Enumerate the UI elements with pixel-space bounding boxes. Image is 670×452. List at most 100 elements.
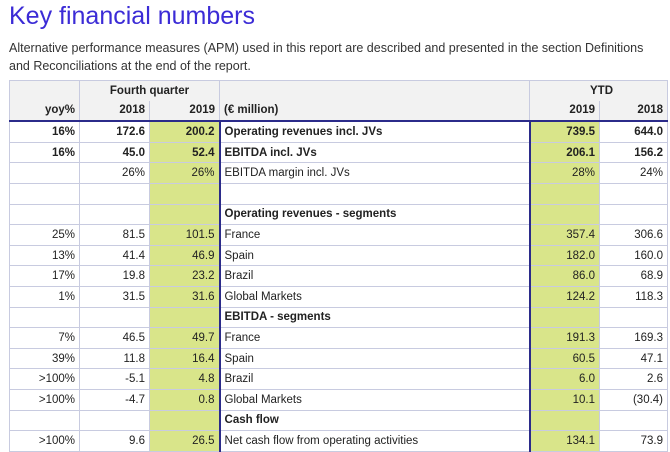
cell-q2018: 26%: [79, 162, 150, 184]
cell-yoy: 13%: [9, 244, 80, 267]
cell-yoy: >100%: [9, 368, 80, 390]
cell-label: EBITDA incl. JVs: [218, 141, 531, 164]
cell-ytd2018: 68.9: [599, 265, 669, 287]
cell-label: France: [218, 327, 531, 349]
cell-q2018: [79, 182, 150, 205]
cell-q2018: 31.5: [79, 285, 150, 308]
cell-q2019: 4.8: [148, 368, 221, 390]
cell-q2019: 46.9: [148, 244, 221, 267]
page-title: Key financial numbers: [9, 2, 255, 30]
cell-q2019: [148, 182, 221, 205]
cell-yoy: 16%: [9, 141, 80, 164]
cell-ytd2019: 739.5: [529, 120, 601, 143]
cell-ytd2019: 124.2: [529, 285, 601, 308]
cell-ytd2018: 47.1: [599, 347, 669, 370]
cell-label: Brazil: [218, 265, 531, 287]
cell-label: Cash flow: [218, 409, 531, 432]
cell-q2018: 172.6: [79, 120, 150, 143]
cell-ytd2019: 86.0: [529, 265, 601, 287]
cell-q2018: [79, 306, 150, 329]
cell-yoy: [9, 162, 80, 184]
cell-label: Global Markets: [218, 388, 531, 411]
cell-yoy: >100%: [9, 388, 80, 411]
cell-label: Operating revenues incl. JVs: [218, 120, 531, 143]
cell-label: Spain: [218, 347, 531, 370]
cell-label: EBITDA margin incl. JVs: [218, 162, 531, 184]
table-row: >100% -4.7 0.8 Global Markets 10.1 (30.4): [9, 388, 669, 411]
cell-q2018: -4.7: [79, 388, 150, 411]
cell-label: Operating revenues - segments: [218, 203, 531, 226]
cell-ytd2019: 357.4: [529, 224, 601, 246]
cell-yoy: 25%: [9, 224, 80, 246]
cell-yoy: 7%: [9, 327, 80, 349]
cell-ytd2019: [529, 182, 601, 205]
cell-q2018: -5.1: [79, 368, 150, 390]
cell-ytd2018: [599, 409, 669, 432]
cell-ytd2018: 160.0: [599, 244, 669, 267]
cell-q2019: 101.5: [148, 224, 221, 246]
financial-table: Fourth quarter YTD yoy% 2018 2019 (€ mil…: [9, 79, 669, 452]
cell-ytd2019: 60.5: [529, 347, 601, 370]
cell-ytd2019: 10.1: [529, 388, 601, 411]
cell-q2019: 49.7: [148, 327, 221, 349]
cell-ytd2019: 182.0: [529, 244, 601, 267]
cell-ytd2018: 156.2: [599, 141, 669, 164]
group-ytd-label: YTD: [529, 79, 669, 101]
cell-q2019: [148, 306, 221, 329]
cell-yoy: 16%: [9, 120, 80, 143]
cell-q2019: 26%: [148, 162, 221, 184]
header-row-columns: yoy% 2018 2019 (€ million) 2019 2018: [9, 100, 669, 123]
cell-ytd2019: 206.1: [529, 141, 601, 164]
table-row: 25% 81.5 101.5 France 357.4 306.6: [9, 224, 669, 246]
table-row: 16% 45.0 52.4 EBITDA incl. JVs 206.1 156.2: [9, 141, 669, 164]
table-row: 17% 19.8 23.2 Brazil 86.0 68.9: [9, 265, 669, 287]
cell-q2018: 81.5: [79, 224, 150, 246]
table-row: EBITDA - segments: [9, 306, 669, 329]
cell-ytd2019: 6.0: [529, 368, 601, 390]
cell-yoy: 39%: [9, 347, 80, 370]
table-row: 13% 41.4 46.9 Spain 182.0 160.0: [9, 244, 669, 267]
cell-label: Net cash flow from operating activities: [218, 430, 531, 452]
col-yoy: yoy%: [9, 100, 80, 123]
cell-yoy: 1%: [9, 285, 80, 308]
cell-yoy: [9, 203, 80, 226]
cell-yoy: [9, 306, 80, 329]
table-row: 1% 31.5 31.6 Global Markets 124.2 118.3: [9, 285, 669, 308]
cell-yoy: [9, 409, 80, 432]
group-quarter-label: Fourth quarter: [78, 79, 221, 101]
cell-q2018: [79, 409, 150, 432]
cell-q2019: 16.4: [148, 347, 221, 370]
cell-q2019: 26.5: [148, 430, 221, 452]
header-row-groups: Fourth quarter YTD: [9, 79, 669, 101]
cell-q2018: 45.0: [79, 141, 150, 164]
cell-ytd2018: [599, 182, 669, 205]
table-row: Operating revenues - segments: [9, 203, 669, 226]
table-row: [9, 182, 669, 205]
table-row: 26% 26% EBITDA margin incl. JVs 28% 24%: [9, 162, 669, 184]
cell-ytd2018: [599, 306, 669, 329]
cell-ytd2019: 28%: [529, 162, 601, 184]
cell-ytd2018: 24%: [599, 162, 669, 184]
cell-q2018: 9.6: [79, 430, 150, 452]
cell-ytd2018: 73.9: [599, 430, 669, 452]
cell-label: Spain: [218, 244, 531, 267]
cell-label: [218, 182, 531, 205]
cell-ytd2018: 306.6: [599, 224, 669, 246]
cell-q2018: 11.8: [79, 347, 150, 370]
cell-q2019: 200.2: [148, 120, 221, 143]
table-row: >100% 9.6 26.5 Net cash flow from operating…: [9, 430, 669, 452]
cell-ytd2018: 2.6: [599, 368, 669, 390]
cell-q2018: 46.5: [79, 327, 150, 349]
cell-ytd2018: 118.3: [599, 285, 669, 308]
cell-ytd2019: 191.3: [529, 327, 601, 349]
cell-ytd2019: 134.1: [529, 430, 601, 452]
intro-text: Alternative performance measures (APM) u…: [9, 41, 644, 73]
cell-ytd2019: [529, 306, 601, 329]
cell-ytd2018: 169.3: [599, 327, 669, 349]
cell-yoy: [9, 182, 80, 205]
cell-ytd2019: [529, 203, 601, 226]
cell-q2018: 41.4: [79, 244, 150, 267]
cell-label: Brazil: [218, 368, 531, 390]
cell-yoy: >100%: [9, 430, 80, 452]
cell-q2019: [148, 203, 221, 226]
